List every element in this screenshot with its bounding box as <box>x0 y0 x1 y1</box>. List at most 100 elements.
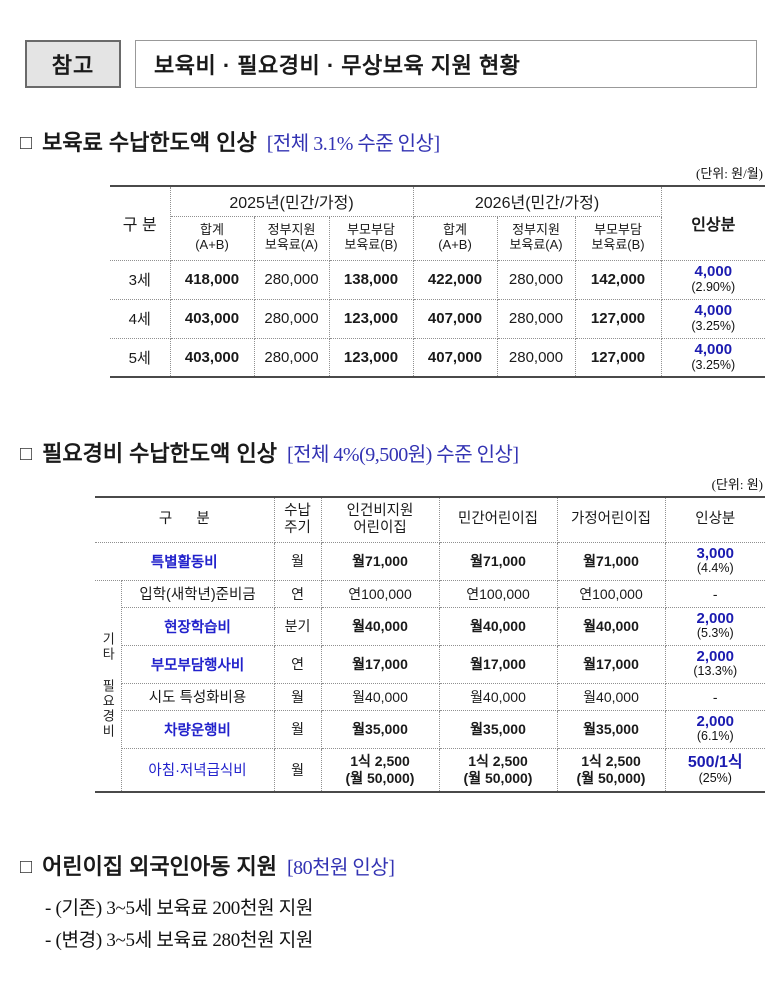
header-line: 수납 <box>284 503 311 520</box>
age-cell: 5세 <box>110 337 171 377</box>
table-row-age3: 3세 418,000 280,000 138,000 422,000 280,0… <box>110 259 766 300</box>
item-name: 입학(새학년)준비금 <box>120 579 275 608</box>
header-line: 정부지원 <box>512 222 560 238</box>
meal-monthly: (월 50,000) <box>463 769 533 786</box>
increase-percent: (2.90%) <box>691 279 736 294</box>
value-cell: 407,000 <box>412 298 498 339</box>
header-line: 부모부담 <box>594 222 642 238</box>
value-cell: 월71,000 <box>320 541 440 581</box>
table-row-special-activity: 특별활동비 월 월71,000 월71,000 월71,000 3,000 (4… <box>95 541 766 581</box>
increase-percent: (25%) <box>698 770 732 785</box>
section2-note: [전체 4%(9,500원) 수준 인상] <box>286 444 519 466</box>
item-name: 아침·저녁급식비 <box>121 747 275 792</box>
increase-cell: - <box>664 579 766 608</box>
increase-percent: (5.3%) <box>696 626 734 641</box>
value-cell: 422,000 <box>412 259 498 300</box>
item-name: 현장학습비 <box>121 606 275 646</box>
section1-heading: □ 보육료 수납한도액 인상 [전체 3.1% 수준 인상] <box>20 125 779 157</box>
col-header-total-2026: 합계 (A+B) <box>412 215 498 261</box>
expense-table: 구 분 수납 주기 인건비지원 어린이집 민간어린이집 가정어린이집 인상분 특… <box>95 496 766 793</box>
increase-cell: 3,000 (4.4%) <box>664 541 766 581</box>
value-cell: 월35,000 <box>438 709 558 749</box>
table-row-regional-program: 시도 특성화비용 월 월40,000 월40,000 월40,000 - <box>95 682 766 711</box>
col-group-2025: 2025년(민간/가정) <box>169 186 414 217</box>
increase-cell: 4,000 (3.25%) <box>660 298 766 339</box>
meal-price: 1식 2,500 <box>350 752 410 769</box>
col-header-parent-2026: 부모부담 보육료(B) <box>574 215 662 261</box>
table-row: 합계 (A+B) 정부지원 보육료(A) 부모부담 보육료(B) 합계 (A+B… <box>110 215 765 261</box>
value-cell: 127,000 <box>574 337 662 377</box>
value-cell: 월71,000 <box>556 541 666 581</box>
col-header-parent-2025: 부모부담 보육료(B) <box>328 215 414 261</box>
value-cell: 403,000 <box>169 298 255 339</box>
increase-amount: 2,000 <box>696 712 735 730</box>
cycle-cell: 분기 <box>273 606 322 646</box>
col-header-category: 구 분 <box>95 497 275 543</box>
value-cell: 월17,000 <box>556 644 666 684</box>
age-cell: 3세 <box>110 259 171 300</box>
header-line: 보육료(A) <box>264 237 319 252</box>
value-cell: 403,000 <box>169 337 255 377</box>
increase-percent: (6.1%) <box>696 729 734 744</box>
header-line: (A+B) <box>195 237 229 252</box>
cycle-cell: 월 <box>273 541 322 581</box>
header-line: 보육료(B) <box>344 237 398 252</box>
list-item: - (변경) 3~5세 보육료 280천원 지원 <box>45 930 314 952</box>
cycle-cell: 연 <box>273 579 322 608</box>
value-cell: 1식 2,500 (월 50,000) <box>556 747 666 792</box>
increase-amount: 4,000 <box>694 341 733 359</box>
increase-cell: 4,000 (2.90%) <box>660 259 766 300</box>
header-line: 정부지원 <box>267 222 316 238</box>
cycle-cell: 월 <box>273 682 322 711</box>
section3-heading: □ 어린이집 외국인아동 지원 [80천원 인상] <box>20 849 779 881</box>
value-cell: 142,000 <box>574 259 662 300</box>
increase-amount: 500/1식 <box>687 754 743 772</box>
value-cell: 1식 2,500 (월 50,000) <box>438 747 558 792</box>
increase-percent: (3.25%) <box>691 318 736 333</box>
value-cell: 123,000 <box>328 298 414 339</box>
value-cell: 월17,000 <box>438 644 558 684</box>
list-item: - (기존) 3~5세 보육료 200천원 지원 <box>45 898 314 919</box>
section3-list: - (기존) 3~5세 보육료 200천원 지원 - (변경) 3~5세 보육료… <box>45 893 779 958</box>
value-cell: 월35,000 <box>320 709 440 749</box>
increase-cell: 500/1식 (25%) <box>664 747 766 792</box>
header-line: (A+B) <box>438 237 472 252</box>
cycle-cell: 월 <box>273 709 322 749</box>
increase-cell: 4,000 (3.25%) <box>660 337 766 377</box>
table-row-field-trip: 현장학습비 분기 월40,000 월40,000 월40,000 2,000 (… <box>95 606 766 646</box>
section1-unit-label: (단위: 원/월) <box>696 166 763 181</box>
value-cell: 280,000 <box>496 298 576 339</box>
increase-percent: (3.25%) <box>691 357 736 372</box>
item-name: 부모부담행사비 <box>121 644 275 684</box>
item-name: 시도 특성화비용 <box>121 682 275 711</box>
meal-price: 1식 2,500 <box>468 752 528 769</box>
value-cell: 280,000 <box>253 337 330 377</box>
value-cell: 월40,000 <box>438 606 558 646</box>
col-header-increase: 인상분 <box>664 497 766 543</box>
col-header-total-2025: 합계 (A+B) <box>170 215 255 261</box>
value-cell: 1식 2,500 (월 50,000) <box>320 747 440 792</box>
value-cell: 월40,000 <box>556 606 666 646</box>
value-cell: 월35,000 <box>556 709 666 749</box>
value-cell: 280,000 <box>253 259 330 300</box>
value-cell: 418,000 <box>169 259 255 300</box>
value-cell: 연100,000 <box>320 579 440 608</box>
value-cell: 월71,000 <box>438 541 558 581</box>
value-cell: 280,000 <box>496 259 576 300</box>
header-line: 주기 <box>284 519 311 536</box>
increase-amount: 3,000 <box>696 544 735 562</box>
header-line: 부모부담 <box>347 222 395 238</box>
col-header-increase: 인상분 <box>660 186 766 261</box>
table-row-meal: 아침·저녁급식비 월 1식 2,500 (월 50,000) 1식 2,500 … <box>95 747 766 792</box>
col-header-category: 구 분 <box>110 186 171 261</box>
item-name: 차량운행비 <box>121 709 275 749</box>
meal-price: 1식 2,500 <box>581 752 641 769</box>
increase-amount: 2,000 <box>696 609 735 627</box>
row-group-label-text: 기타 필요경비 <box>100 632 116 740</box>
increase-cell: - <box>664 682 766 711</box>
table-row-age5: 5세 403,000 280,000 123,000 407,000 280,0… <box>110 337 766 377</box>
increase-amount: 4,000 <box>694 302 733 320</box>
square-bullet-icon: □ <box>20 443 33 465</box>
section1-title: 보육료 수납한도액 인상 <box>42 130 257 155</box>
square-bullet-icon: □ <box>20 132 33 154</box>
